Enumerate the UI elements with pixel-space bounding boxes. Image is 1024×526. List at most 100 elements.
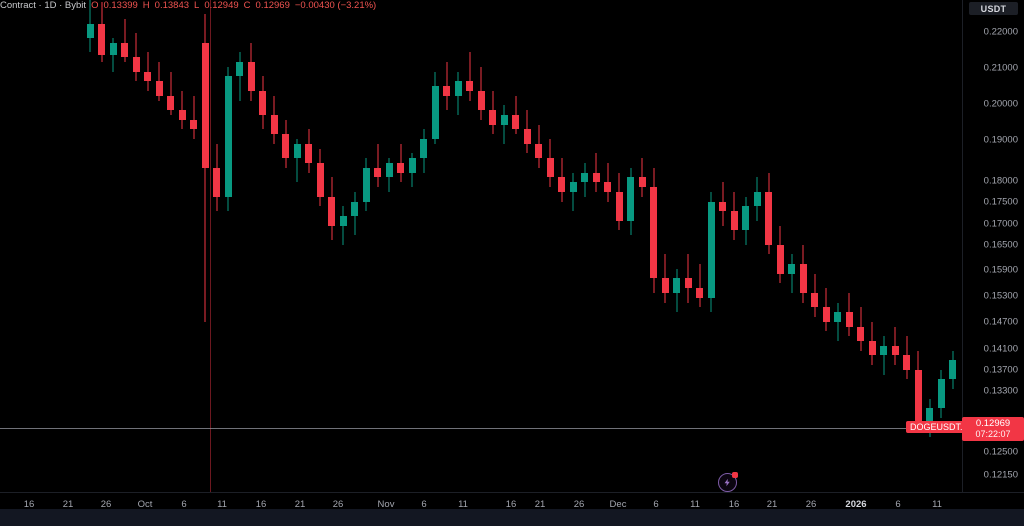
candle-wick: [883, 336, 884, 375]
candle: [443, 0, 450, 492]
candle-body: [385, 163, 393, 178]
time-tick: 6: [895, 499, 901, 510]
lightning-icon[interactable]: [718, 472, 738, 492]
candle-body: [454, 81, 462, 96]
candle-wick: [296, 138, 298, 183]
price-tick: 0.20000: [983, 98, 1018, 110]
candle-body: [638, 177, 646, 188]
time-tick: Oct: [137, 499, 153, 510]
candle-body: [86, 23, 94, 38]
candle-body: [719, 201, 726, 212]
candle: [880, 0, 887, 492]
candle: [339, 0, 347, 492]
candle: [351, 0, 358, 492]
price-tick: 0.12150: [983, 469, 1018, 481]
candle: [512, 0, 519, 492]
time-tick: 11: [458, 499, 468, 510]
price-axis[interactable]: USDT 0.22000 0.21000 0.20000 0.19000 0.18000…: [962, 0, 1024, 492]
time-tick: 6: [653, 499, 659, 510]
candle: [132, 0, 140, 492]
candle: [282, 0, 289, 492]
price-tick: 0.14700: [983, 316, 1018, 328]
candle-body: [201, 42, 209, 168]
candle: [167, 0, 174, 492]
candle: [385, 0, 393, 492]
candle-body: [374, 167, 381, 178]
candle-wick: [377, 143, 378, 188]
price-tick: 0.13700: [983, 364, 1018, 376]
candle-wick: [595, 153, 597, 192]
candle-body: [742, 206, 749, 231]
time-tick: 21: [766, 499, 778, 510]
symbol-price-badge: DOGEUSDT.P: [906, 421, 962, 433]
time-tick: 2026: [845, 499, 867, 510]
time-tick: 16: [23, 499, 35, 510]
candle-body: [328, 196, 335, 226]
candle: [86, 0, 94, 492]
candle-body: [155, 81, 163, 96]
candle-wick: [791, 254, 792, 293]
candle-body: [949, 360, 956, 380]
candle-body: [880, 345, 887, 356]
candle-wick: [503, 105, 505, 144]
price-tick: 0.17000: [983, 218, 1018, 230]
candle: [213, 0, 220, 492]
last-price-tag[interactable]: 0.12969 07:22:07: [962, 417, 1024, 441]
time-tick: 11: [217, 499, 227, 510]
candle-body: [753, 191, 761, 207]
candle-body: [914, 369, 922, 423]
price-plot-area[interactable]: DOGEUSDT.P: [0, 0, 962, 492]
candle: [742, 0, 749, 492]
time-tick: Dec: [609, 499, 627, 510]
candle-body: [98, 23, 105, 55]
candle-body: [443, 86, 450, 96]
candle: [765, 0, 772, 492]
candle: [730, 0, 738, 492]
candle: [558, 0, 565, 492]
time-tick: 26: [100, 499, 112, 510]
candle-body: [696, 288, 703, 298]
candle: [615, 0, 623, 492]
candle: [500, 0, 508, 492]
candle-body: [937, 379, 945, 409]
candle-wick: [112, 37, 114, 72]
candle-body: [627, 177, 634, 221]
candle: [362, 0, 370, 492]
candle-body: [293, 143, 301, 159]
candle: [293, 0, 301, 492]
price-tick: 0.15300: [983, 290, 1018, 302]
candle: [489, 0, 496, 492]
candle-body: [604, 182, 611, 192]
time-tick: 26: [332, 499, 344, 510]
time-tick: 21: [294, 499, 306, 510]
time-axis-background: [0, 509, 1024, 526]
candle: [190, 0, 197, 492]
candle: [822, 0, 830, 492]
candle: [224, 0, 232, 492]
candle-body: [282, 134, 289, 159]
time-tick: 6: [181, 499, 187, 510]
time-tick: 16: [505, 499, 517, 510]
candle-body: [466, 81, 473, 91]
candle: [316, 0, 324, 492]
candle-wick: [204, 13, 206, 322]
candle-body: [316, 163, 324, 197]
candle-wick: [170, 71, 171, 115]
candle-body: [811, 292, 818, 308]
candle-body: [765, 191, 772, 245]
candle-body: [650, 187, 657, 279]
time-axis[interactable]: 16 21 26 Oct 6 11 16 21 26 Nov 6 11 16 21 26 Dec 6 11 16 21…: [0, 492, 1024, 526]
candle: [247, 0, 255, 492]
time-tick: 16: [728, 499, 740, 510]
candle: [201, 0, 209, 492]
candle: [581, 0, 588, 492]
alert-dot-icon: [732, 472, 738, 478]
candle-body: [190, 119, 197, 130]
candle: [650, 0, 657, 492]
candle-body: [489, 110, 496, 125]
candlestick-series: [86, 0, 956, 492]
candle-wick: [572, 172, 574, 212]
price-tick: 0.12500: [983, 446, 1018, 458]
candle: [420, 0, 427, 492]
